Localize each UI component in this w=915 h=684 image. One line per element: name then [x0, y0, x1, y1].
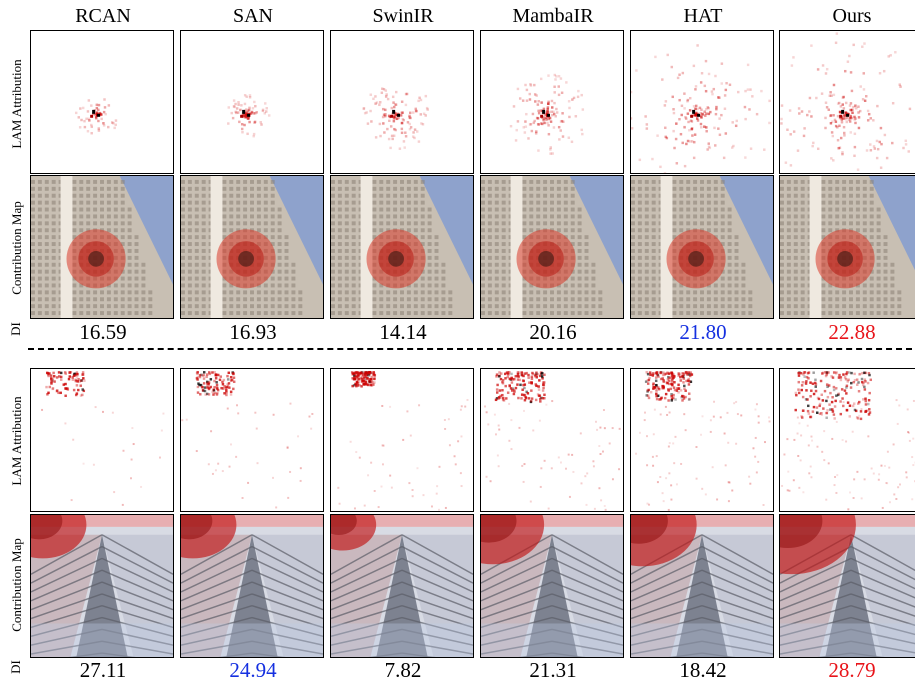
- lam-attribution-panel-hat: [630, 368, 774, 512]
- lam-attribution-panel-swinir: [330, 368, 474, 512]
- row-label-contribution-top: Contribution Map: [9, 201, 24, 295]
- di-value: 16.59: [79, 320, 127, 344]
- contribution-map-panel-swinir: [330, 514, 474, 658]
- lam-attribution-panel-mambair: [480, 368, 624, 512]
- di-value: 16.93: [229, 320, 277, 344]
- column-header-san: SAN: [232, 5, 273, 27]
- di-value: 22.88: [828, 320, 876, 344]
- contribution-map-panel-rcan: [30, 175, 174, 319]
- contribution-map-panel-hat: [630, 514, 774, 658]
- di-value: 21.80: [679, 320, 727, 344]
- lam-attribution-panel-hat: [630, 30, 774, 174]
- lam-attribution-panel-mambair: [480, 30, 624, 174]
- contribution-map-panel-rcan: [30, 514, 174, 658]
- di-value: 21.31: [529, 658, 577, 682]
- row-label-di-top: DI: [7, 322, 23, 336]
- di-value: 24.94: [229, 658, 277, 682]
- contribution-map-panel-mambair: [480, 175, 624, 319]
- di-value: 18.42: [679, 658, 727, 682]
- di-value: 14.14: [379, 320, 427, 344]
- lam-attribution-panel-rcan: [30, 368, 174, 512]
- di-value: 28.79: [828, 658, 876, 682]
- contribution-map-panel-hat: [630, 175, 774, 319]
- contribution-map-panel-san: [180, 175, 324, 319]
- lam-attribution-panel-rcan: [30, 30, 174, 174]
- lam-attribution-panel-san: [180, 368, 324, 512]
- column-header-hat: HAT: [683, 5, 723, 27]
- lam-attribution-panel-swinir: [330, 30, 474, 174]
- column-header-swinir: SwinIR: [372, 5, 434, 27]
- column-header-rcan: RCAN: [75, 5, 131, 27]
- di-value: 7.82: [384, 658, 422, 682]
- section-divider: [28, 348, 912, 350]
- lam-attribution-panel-ours: [779, 30, 915, 174]
- contribution-map-panel-swinir: [330, 175, 474, 319]
- column-header-ours: Ours: [832, 5, 872, 27]
- di-value: 27.11: [79, 658, 127, 682]
- row-label-lam-bottom: LAM Attribution: [9, 396, 24, 486]
- lam-attribution-panel-ours: [779, 368, 915, 512]
- contribution-map-panel-san: [180, 514, 324, 658]
- contribution-map-panel-ours: [779, 175, 915, 319]
- lam-attribution-panel-san: [180, 30, 324, 174]
- contribution-map-panel-ours: [779, 514, 915, 658]
- column-header-mambair: MambaIR: [512, 5, 594, 27]
- row-label-contribution-bottom: Contribution Map: [9, 538, 24, 632]
- row-label-lam-top: LAM Attribution: [9, 59, 24, 149]
- contribution-map-panel-mambair: [480, 514, 624, 658]
- row-label-di-bottom: DI: [7, 660, 23, 674]
- di-value: 20.16: [529, 320, 577, 344]
